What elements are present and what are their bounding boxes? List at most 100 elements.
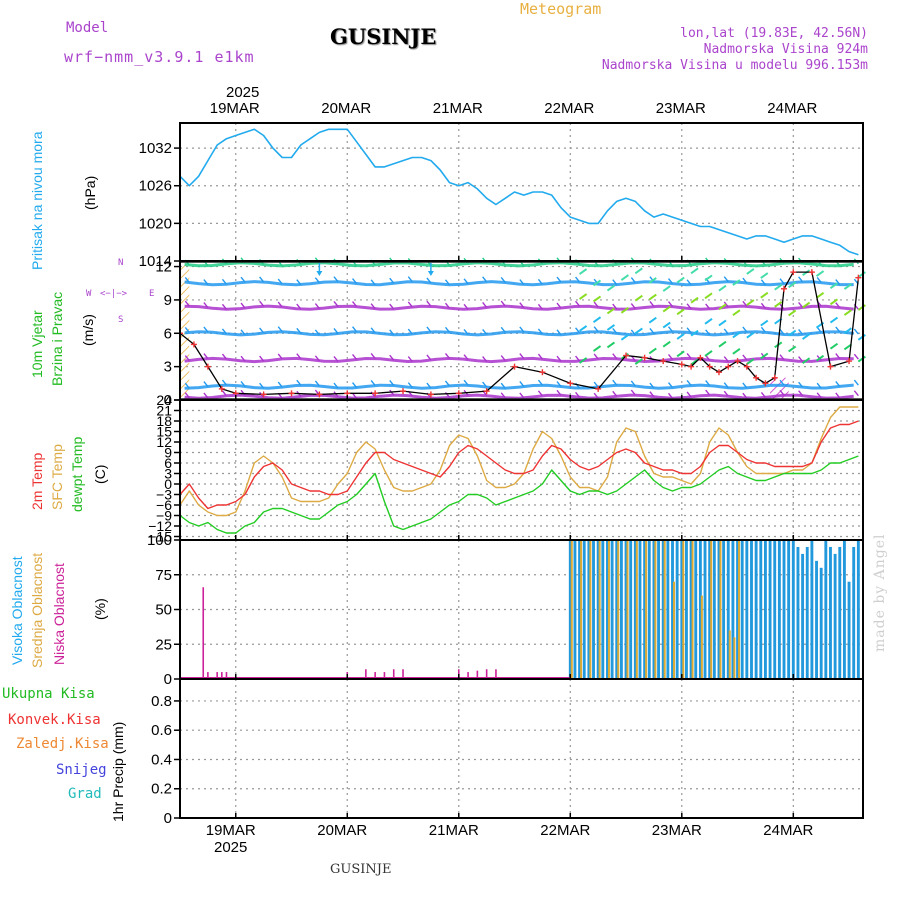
wind-barb-row	[184, 356, 854, 364]
wind-barb	[704, 317, 713, 325]
pressure-tick-label: 1026	[139, 178, 172, 195]
pressure-tick-label: 1020	[139, 215, 172, 232]
wind-speed-line	[179, 271, 860, 396]
wind-barb	[815, 354, 825, 362]
wind-barb	[578, 268, 588, 275]
wind-barb-row	[184, 280, 854, 287]
wind-barb	[407, 328, 413, 335]
wind-barb	[802, 301, 811, 309]
wind-barb	[742, 300, 748, 307]
wind-barb	[482, 356, 488, 362]
bottom-day-label: 24MAR	[763, 822, 814, 839]
wind-barb	[760, 279, 766, 286]
wind-arrow-head	[316, 271, 323, 276]
high-cloud-bar	[745, 540, 749, 679]
wind-barb	[648, 277, 657, 284]
wind-barb	[648, 293, 657, 301]
wind-barb	[779, 278, 785, 285]
wind-barb	[333, 382, 339, 389]
wind-barb	[221, 379, 228, 386]
wind-barb	[843, 327, 852, 335]
wind-barb	[240, 276, 246, 283]
high-cloud-bar	[773, 540, 777, 679]
model-label: Model	[66, 20, 109, 36]
wind-barb	[426, 326, 432, 333]
high-cloud-bar	[712, 540, 716, 679]
mid-cloud-bar	[719, 540, 722, 679]
temp-tick-label: 9	[164, 445, 172, 461]
wind-barb	[389, 277, 395, 284]
high-cloud-bar	[740, 540, 744, 679]
wind-barb	[277, 381, 283, 388]
compass-s: S	[118, 315, 124, 325]
high-cloud-bar	[703, 540, 707, 679]
mid-cloud-bar	[607, 540, 610, 679]
wind-barb	[649, 301, 655, 307]
wind-barb	[742, 326, 748, 333]
wind-barb	[593, 326, 599, 333]
model-elevation-label: Nadmorska Visina u modelu 996.153m	[601, 58, 868, 73]
wind-barb	[203, 279, 209, 285]
high-cloud-bar	[671, 540, 674, 679]
lonlat-label: lon,lat (19.83E, 42.56N)	[680, 26, 868, 41]
wind-barb	[746, 299, 755, 306]
wind-barb	[676, 333, 685, 340]
meteogram-label: Meteogram	[520, 0, 602, 18]
wind-barb	[556, 381, 562, 387]
wind-barb	[314, 355, 320, 362]
wind-barb	[221, 328, 228, 335]
wind-barb	[240, 381, 246, 387]
high-cloud-bar	[638, 540, 642, 679]
wind-barb	[662, 340, 671, 348]
2m-temp-line	[179, 420, 859, 510]
wind-barb-row	[184, 261, 854, 268]
top-year-label: 2025	[226, 84, 260, 101]
wind-barb	[592, 279, 602, 287]
wind-barb	[760, 272, 769, 279]
wind-tick-label: 9	[164, 292, 172, 309]
wind-barb	[352, 353, 358, 360]
precip-tick-label: 0.2	[151, 781, 172, 798]
wind-barb	[662, 321, 671, 329]
wind-barb	[662, 305, 671, 313]
wind-barb	[612, 379, 618, 386]
wind-barb	[575, 355, 581, 362]
wind-barb	[835, 326, 841, 333]
high-cloud-bar	[624, 540, 628, 679]
wind-barb	[352, 278, 358, 285]
wind-barb	[676, 308, 685, 316]
wind-barb	[779, 329, 785, 335]
wind-barb	[612, 390, 618, 397]
wind-barb	[221, 353, 228, 360]
wind-barb	[575, 300, 581, 307]
temp-tick-label: 15	[156, 424, 172, 440]
wind-barb	[829, 298, 839, 306]
wind-barb	[463, 328, 469, 335]
wind-barb	[519, 302, 525, 309]
wind-barb	[620, 306, 629, 314]
wind-barb	[444, 326, 451, 333]
low-cloud-bar	[202, 587, 205, 679]
wind-barb	[667, 326, 674, 333]
wind-barb	[221, 390, 228, 397]
precip-legend-freezing: Zaledj.Kisa	[16, 736, 109, 752]
mid-cloud-bar	[700, 595, 703, 679]
dewpt-line	[179, 455, 859, 534]
wind-barb	[333, 301, 339, 307]
top-day-label: 23MAR	[655, 100, 706, 117]
cloud-tick-label: 25	[155, 636, 172, 653]
wind-barb	[630, 389, 636, 396]
cloud-tick-label: 0	[164, 671, 172, 688]
top-day-label: 22MAR	[544, 100, 595, 117]
wind-barb	[760, 352, 769, 360]
high-cloud-bar	[838, 546, 842, 679]
bottom-day-label: 21MAR	[428, 822, 479, 839]
wind-barb	[690, 296, 699, 304]
wind-barb	[240, 389, 246, 396]
high-cloud-bar	[759, 540, 763, 679]
top-day-label: 21MAR	[432, 100, 483, 117]
wind-barb	[184, 276, 190, 283]
wind-barb	[389, 329, 395, 336]
wind-barb	[575, 391, 581, 398]
wind-barb	[500, 355, 506, 361]
